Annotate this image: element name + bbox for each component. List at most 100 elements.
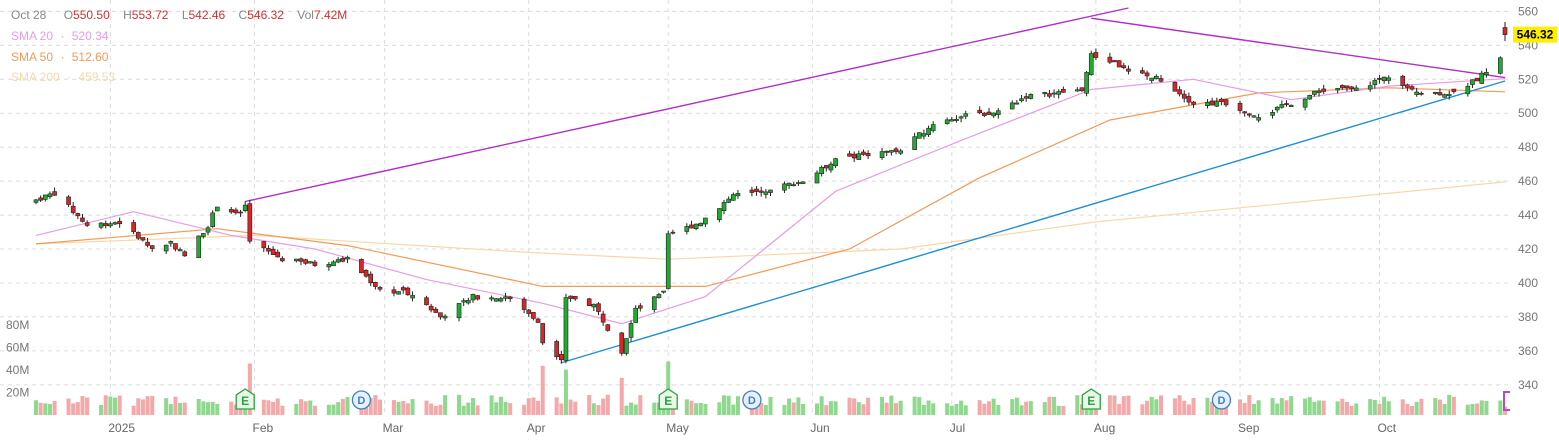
volume-bar <box>982 403 987 415</box>
sma-20-value: 520.34 <box>71 29 109 43</box>
price-tick-label: 500 <box>1518 106 1538 120</box>
volume-bar <box>828 401 833 415</box>
dividend-marker-label: D <box>357 395 365 407</box>
earnings-marker-icon <box>658 388 678 410</box>
volume-bar <box>75 402 80 415</box>
candle <box>1237 102 1243 111</box>
candle <box>1047 93 1052 97</box>
volume-bar <box>336 402 341 415</box>
candle <box>275 251 281 258</box>
candle <box>726 198 731 203</box>
sma-200-legend[interactable]: SMA 200 · 459.53 <box>11 70 115 84</box>
volume-bar <box>1400 399 1405 415</box>
volume-bar <box>173 396 178 415</box>
volume-bar <box>1372 399 1377 415</box>
candle <box>730 194 736 201</box>
volume-bar <box>1419 398 1424 415</box>
candle <box>1279 104 1285 108</box>
volume-bar <box>689 400 694 415</box>
volume-bar <box>1335 401 1340 415</box>
volume-bar <box>856 402 861 415</box>
candle <box>670 231 676 234</box>
candle <box>228 209 234 213</box>
candle <box>1088 53 1094 76</box>
volume-bar <box>424 400 429 415</box>
volume-bar <box>573 401 578 415</box>
earnings-marker-icon <box>235 388 255 410</box>
volume-axis: 20M 40M 60M 80M <box>6 318 29 400</box>
volume-bar <box>1107 395 1112 415</box>
volume-bar <box>698 402 703 415</box>
volume-bar <box>824 405 829 415</box>
candle <box>396 291 401 295</box>
volume-bar <box>1056 405 1061 415</box>
candle <box>521 298 527 310</box>
volume-bar <box>457 394 462 415</box>
price-tick-label: 400 <box>1518 276 1538 290</box>
candle <box>280 258 285 262</box>
volume-bar <box>150 395 155 415</box>
volume-bar <box>1354 403 1359 415</box>
candle <box>1009 102 1015 110</box>
candle <box>689 224 694 229</box>
volume-bar <box>986 401 992 415</box>
candle <box>438 312 443 318</box>
candle <box>377 287 383 290</box>
candle <box>693 223 699 229</box>
volume-bar <box>136 398 141 415</box>
volume-bar <box>140 399 145 415</box>
candle <box>754 188 759 192</box>
volume-bar <box>954 404 959 415</box>
trendlines[interactable] <box>245 7 1506 364</box>
candle <box>851 153 857 159</box>
candle <box>103 223 109 226</box>
volume-bar <box>1182 400 1187 415</box>
sma-50-sep: · <box>60 50 65 64</box>
candle <box>70 205 76 213</box>
volume-bar <box>1340 398 1345 415</box>
sma-20-legend[interactable]: SMA 20 · 520.34 <box>11 29 108 43</box>
candle <box>1400 75 1406 86</box>
candle <box>1149 77 1155 81</box>
volume-bar <box>540 365 545 415</box>
volume-bar <box>113 397 118 415</box>
candle <box>498 298 504 302</box>
candle <box>163 244 169 252</box>
volume-bar <box>526 398 531 415</box>
price-tick-label: 520 <box>1518 72 1538 86</box>
volume-bar <box>233 404 238 415</box>
candle <box>298 258 304 262</box>
volume-bar <box>596 404 601 415</box>
volume-bar <box>489 395 494 415</box>
ohlc-header: Oct 28 O550.50 H553.72 L542.46 C546.32 V… <box>11 8 357 22</box>
time-tick-label: Mar <box>383 421 404 435</box>
candle <box>1107 56 1113 63</box>
candle <box>1419 92 1424 95</box>
candle <box>721 202 727 211</box>
candle <box>916 132 922 139</box>
price-tick-label: 360 <box>1518 344 1538 358</box>
earnings-marker-label: E <box>664 394 672 408</box>
sma-200-line <box>35 181 1506 260</box>
candle <box>270 248 276 255</box>
volume-bar <box>1433 397 1438 415</box>
end-of-range-marker[interactable] <box>1503 391 1510 411</box>
sma-50-legend[interactable]: SMA 50 · 512.60 <box>11 50 108 64</box>
volume-bar <box>1405 403 1410 415</box>
candle <box>210 212 215 227</box>
candle <box>201 233 206 237</box>
volume-bar <box>1447 394 1452 415</box>
volume-bar <box>563 369 568 415</box>
candle <box>814 172 820 184</box>
volume-bar <box>1251 403 1256 415</box>
volume-bar <box>884 402 889 415</box>
volume-bar <box>1321 400 1326 415</box>
volume-bar <box>814 403 820 415</box>
volume-bar <box>298 399 303 415</box>
volume-bar <box>1377 403 1382 415</box>
volume-bar <box>819 396 824 415</box>
candle <box>749 189 755 193</box>
